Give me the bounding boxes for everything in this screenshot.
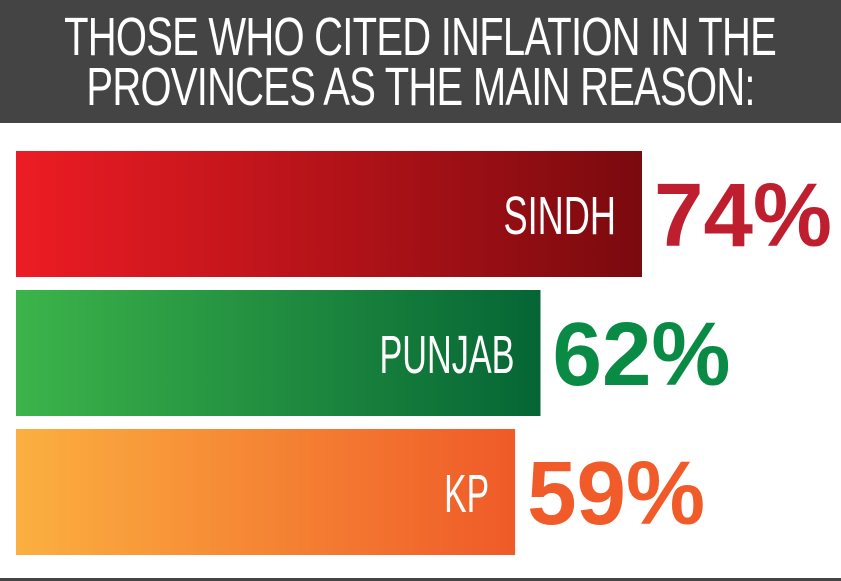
- bar-kp: [16, 429, 516, 555]
- category-label-kp: KP: [444, 464, 489, 524]
- value-label-kp: 59%: [527, 444, 705, 544]
- category-label-sindh: SINDH: [504, 186, 617, 246]
- bars-group: SINDH 74% PUNJAB 62% KP 59%: [16, 151, 832, 555]
- chart-title: THOSE WHO CITED INFLATION IN THE PROVINC…: [0, 0, 841, 123]
- value-label-punjab: 62%: [552, 305, 730, 405]
- chart-title-line-1: THOSE WHO CITED INFLATION IN THE: [64, 6, 778, 67]
- bar-chart: SINDH 74% PUNJAB 62% KP 59%: [16, 151, 832, 555]
- chart-title-line-2: PROVINCES AS THE MAIN REASON:: [86, 56, 755, 117]
- bar-punjab: [16, 290, 541, 416]
- value-label-sindh: 74%: [654, 166, 832, 266]
- bottom-divider: [0, 578, 841, 581]
- category-label-punjab: PUNJAB: [379, 325, 514, 385]
- bar-sindh: [16, 151, 642, 277]
